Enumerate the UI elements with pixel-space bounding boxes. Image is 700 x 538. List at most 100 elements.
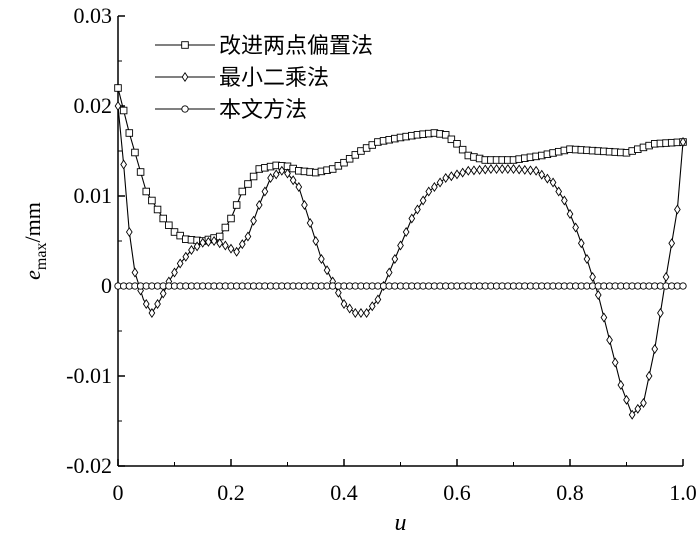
data-point [549,177,557,188]
data-point [142,187,150,196]
data-point [125,129,134,137]
data-point [594,289,602,301]
data-point [447,135,456,144]
x-tick-label: 0.8 [556,480,584,505]
y-tick-label: -0.01 [66,363,112,388]
x-tick-label: 0.6 [443,480,471,505]
data-point [120,159,127,170]
data-point [668,238,676,249]
data-point [351,151,360,159]
data-point [159,214,167,223]
data-point [153,205,162,214]
data-point [374,294,382,305]
axes: 0.030.020.010-0.01-0.020 0.2 0.4 0.6 0.8 1.0 [66,3,697,505]
data-point [284,168,291,179]
data-point [232,201,241,209]
data-point [323,265,331,276]
data-point [357,307,365,319]
data-point [583,253,591,265]
data-point [532,165,540,176]
data-point [679,282,687,290]
y-axis-label: emax/mm [20,202,50,280]
data-point [210,235,218,247]
data-point [125,226,133,238]
data-point [148,307,156,319]
data-point [346,303,353,314]
data-point [227,243,235,254]
data-point [216,238,224,249]
data-point [391,253,399,265]
data-point [538,169,546,180]
data-point [679,136,687,148]
data-point [561,195,568,206]
data-point [119,106,128,115]
legend-label: 改进两点偏置法 [219,34,373,59]
data-point [368,301,376,312]
data-point [600,312,608,323]
data-point [544,173,551,184]
series-square [114,84,687,245]
data-point [566,208,574,220]
data-point [521,164,529,175]
data-point [233,246,240,257]
data-point [634,403,642,414]
data-point [250,215,257,226]
data-point [340,158,348,167]
data-point [419,195,427,206]
data-point [205,236,212,247]
data-point [176,258,184,269]
data-point [645,370,653,382]
data-point [459,167,466,178]
data-point [436,177,444,188]
legend-item: 本文方法 [155,98,307,123]
data-point [487,163,495,175]
data-point [238,239,246,250]
data-point [289,175,297,186]
legend-marker [181,71,189,83]
data-point [442,172,450,184]
data-point [572,222,579,233]
data-point [464,165,472,176]
legend-label: 本文方法 [219,98,307,123]
legend-marker [181,41,189,49]
data-point [238,187,247,196]
data-point [165,221,173,229]
data-point [249,172,258,181]
data-point [222,240,229,251]
data-point [476,164,483,175]
data-point [458,145,467,154]
data-point [267,172,274,184]
data-point [555,186,563,197]
data-point [227,214,235,223]
data-point [628,409,636,420]
legend-label: 最小二乘法 [219,66,329,91]
data-point [199,237,207,248]
data-point [295,181,303,193]
data-point [589,271,596,283]
data-point [114,100,122,112]
data-point [188,244,195,256]
data-point [397,240,404,251]
data-point [131,267,139,278]
y-tick-label: 0.02 [74,93,113,118]
y-tick-label: 0 [101,273,112,298]
data-point [272,169,280,180]
data-point [662,271,670,283]
data-point [674,204,681,215]
y-tick-label: 0.03 [74,3,113,28]
data-point [493,163,500,175]
series-layer [114,84,687,420]
data-point [498,163,506,175]
x-tick-label: 1.0 [669,480,697,505]
data-point [193,241,201,252]
data-point [159,288,167,299]
y-tick-label: 0.01 [74,183,113,208]
data-point [385,267,393,278]
data-point [142,298,150,310]
data-point [470,165,478,176]
data-point [171,267,178,278]
data-point [244,231,252,242]
data-point [408,213,416,224]
data-point [301,199,308,211]
